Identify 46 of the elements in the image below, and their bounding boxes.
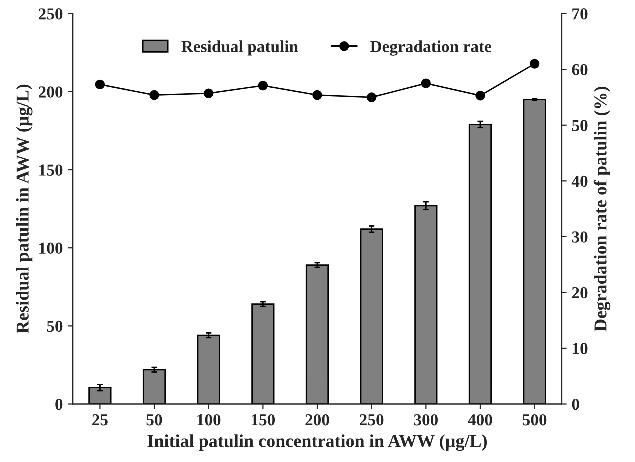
x-tick-label: 200 — [306, 414, 330, 426]
point — [204, 88, 214, 98]
bar — [468, 124, 492, 404]
x-tick-label: 400 — [468, 414, 492, 426]
y2-tick-label: 20 — [572, 287, 588, 299]
y2-tick-label: 30 — [572, 232, 588, 243]
y-tick-label: 200 — [39, 86, 63, 98]
y2-tick-label: 40 — [572, 176, 588, 188]
bar — [414, 205, 438, 404]
point — [312, 90, 322, 100]
y-tick-label: 250 — [39, 8, 63, 20]
bar — [523, 99, 546, 404]
point — [366, 92, 377, 102]
y2-tick-label: 60 — [572, 64, 588, 76]
point — [421, 78, 432, 88]
y-tick-label: 50 — [47, 320, 63, 332]
y-tick-label: 0 — [56, 398, 63, 410]
bar — [197, 334, 220, 404]
point — [150, 90, 160, 100]
point — [258, 80, 268, 91]
bar — [142, 369, 166, 404]
bar — [360, 228, 384, 404]
legend-label: Residual patulin — [182, 40, 298, 56]
bar — [88, 387, 112, 404]
y2-tick-label: 10 — [573, 343, 588, 354]
y-tick-label: 150 — [40, 164, 63, 176]
bar — [252, 304, 275, 404]
y-axis-title: Residual patulin in AWW (µg/L) — [16, 84, 33, 334]
point — [476, 90, 486, 101]
x-tick-label: 250 — [360, 414, 384, 426]
y-tick-label: 100 — [40, 242, 63, 254]
x-tick-label: 100 — [198, 414, 221, 426]
x-axis-title: Initial patulin concentration in AWW (µg/L) — [148, 434, 488, 452]
x-tick-label: 25 — [92, 414, 108, 426]
y2-tick-label: 0 — [572, 398, 580, 410]
x-tick-label: 500 — [522, 414, 547, 426]
bar — [306, 264, 330, 404]
legend-label: Degradation rate — [370, 40, 492, 56]
point — [530, 59, 540, 69]
point — [95, 80, 106, 90]
x-tick-label: 50 — [146, 414, 162, 426]
y2-tick-label: 70 — [572, 8, 588, 20]
y2-axis-title: Degradation rate of patulin (%) — [594, 86, 611, 332]
x-tick-label: 300 — [414, 414, 438, 426]
x-tick-label: 150 — [252, 414, 276, 426]
y2-tick-label: 50 — [572, 120, 588, 132]
